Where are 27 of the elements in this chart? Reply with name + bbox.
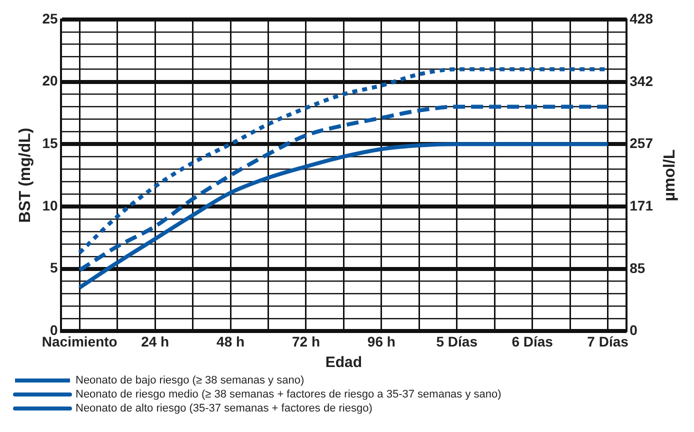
- y-tick-label: 0: [50, 322, 58, 338]
- y2-tick-label: 428: [630, 10, 654, 26]
- legend-label: Neonato de riesgo medio (≥ 38 semanas + factores de riesgo a 35-37 semanas y sano): [76, 388, 502, 401]
- y2-tick-label: 85: [630, 260, 646, 276]
- x-tick-label: 6 Días: [512, 333, 554, 350]
- x-tick-label: 96 h: [367, 333, 396, 350]
- y-tick-label: 5: [50, 260, 58, 276]
- y-tick-label: 10: [42, 197, 58, 214]
- x-tick-label: 7 Días: [587, 333, 629, 350]
- x-tick-label: 24 h: [141, 333, 170, 350]
- x-tick-label: 72 h: [292, 333, 320, 350]
- y2-axis-title: µmol/L: [661, 149, 678, 202]
- y2-tick-label: 0: [630, 322, 638, 338]
- legend-label: Neonato de bajo riesgo (≥ 38 semanas y sano): [76, 374, 304, 387]
- x-axis-title: Edad: [325, 354, 362, 372]
- x-tick-label: 48 h: [216, 333, 245, 350]
- y-tick-label: 15: [42, 134, 58, 151]
- y-axis-title: BST (mg/dL): [17, 128, 34, 223]
- legend-label: Neonato de alto riesgo (35-37 semanas + factores de riesgo): [76, 402, 372, 415]
- line-series: [78, 142, 610, 290]
- x-tick-label: 5 Días: [436, 333, 478, 350]
- y2-tick-label: 257: [630, 134, 654, 151]
- y2-tick-label: 342: [630, 72, 654, 89]
- y-tick-label: 20: [42, 72, 58, 89]
- y-tick-label: 25: [42, 10, 58, 26]
- y2-tick-label: 171: [630, 197, 654, 214]
- line-series: [78, 104, 610, 272]
